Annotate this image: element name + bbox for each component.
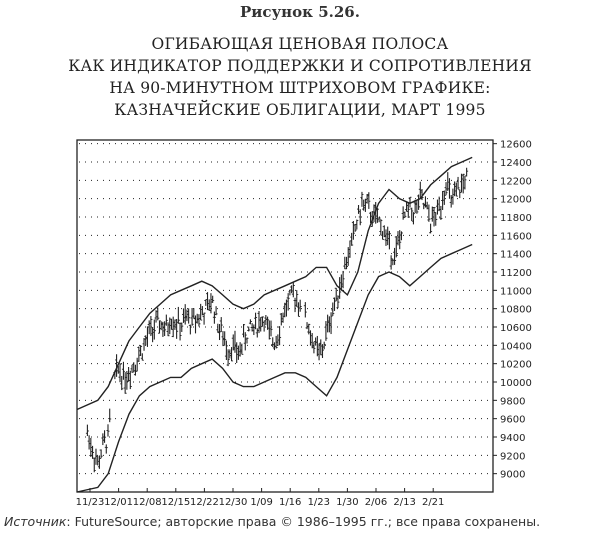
plot-frame xyxy=(76,139,494,493)
x-tick-label: 1/16 xyxy=(279,497,301,508)
y-tick-label: 11200 xyxy=(500,268,532,279)
x-tick-label: 2/21 xyxy=(422,497,444,508)
y-tick-label: 10000 xyxy=(500,378,532,389)
y-tick-label: 11800 xyxy=(500,213,532,224)
source-text: : FutureSource; авторские права © 1986–1… xyxy=(66,514,541,529)
price-chart: 9000 9200 9400 9600 9800 10000 10200 10400 10600… xyxy=(76,139,532,508)
y-tick-label: 10400 xyxy=(500,341,532,352)
y-tick-label: 10800 xyxy=(500,305,532,316)
chart-title: ОГИБАЮЩАЯ ЦЕНОВАЯ ПОЛОСА КАК ИНДИКАТОР П… xyxy=(40,33,560,121)
y-tick-label: 9000 xyxy=(500,470,525,481)
y-tick-label: 12200 xyxy=(500,176,532,187)
y-tick-label: 11600 xyxy=(500,231,532,242)
y-tick-label: 12400 xyxy=(500,158,532,169)
y-tick-label: 10200 xyxy=(500,360,532,371)
y-tick-label: 9200 xyxy=(500,451,525,462)
y-tick-label: 11400 xyxy=(500,250,532,261)
x-tick-label: 12/15 xyxy=(161,497,190,508)
lower-envelope-band xyxy=(76,243,473,493)
y-tick-label: 11000 xyxy=(500,286,532,297)
title-line-3: НА 90-МИНУТНОМ ШТРИХОВОМ ГРАФИКЕ: xyxy=(109,79,491,97)
y-tick-label: 12000 xyxy=(500,195,532,206)
x-tick-label: 11/23 xyxy=(76,497,105,508)
y-tick-label: 9600 xyxy=(500,415,525,426)
title-line-2: КАК ИНДИКАТОР ПОДДЕРЖКИ И СОПРОТИВЛЕНИЯ xyxy=(68,57,532,75)
title-line-1: ОГИБАЮЩАЯ ЦЕНОВАЯ ПОЛОСА xyxy=(151,35,449,53)
y-tick-label: 9400 xyxy=(500,433,525,444)
y-tick-label: 10600 xyxy=(500,323,532,334)
y-tick-label: 12600 xyxy=(500,140,532,151)
x-tick-label: 12/08 xyxy=(133,497,162,508)
y-tick-label: 9800 xyxy=(500,396,525,407)
title-line-4: КАЗНАЧЕЙСКИЕ ОБЛИГАЦИИ, МАРТ 1995 xyxy=(114,101,486,119)
x-tick-label: 12/01 xyxy=(104,497,133,508)
x-tick-label: 2/06 xyxy=(365,497,387,508)
source-note: Источник: FutureSource; авторские права … xyxy=(4,514,600,529)
x-tick-label: 1/30 xyxy=(336,497,358,508)
x-tick-label: 1/09 xyxy=(250,497,272,508)
x-tick-label: 1/23 xyxy=(308,497,330,508)
x-tick-label: 12/30 xyxy=(219,497,248,508)
source-prefix: Источник xyxy=(4,514,67,529)
x-tick-label: 12/22 xyxy=(190,497,219,508)
figure-label: Рисунок 5.26. xyxy=(240,3,360,21)
x-tick-label: 2/13 xyxy=(393,497,415,508)
